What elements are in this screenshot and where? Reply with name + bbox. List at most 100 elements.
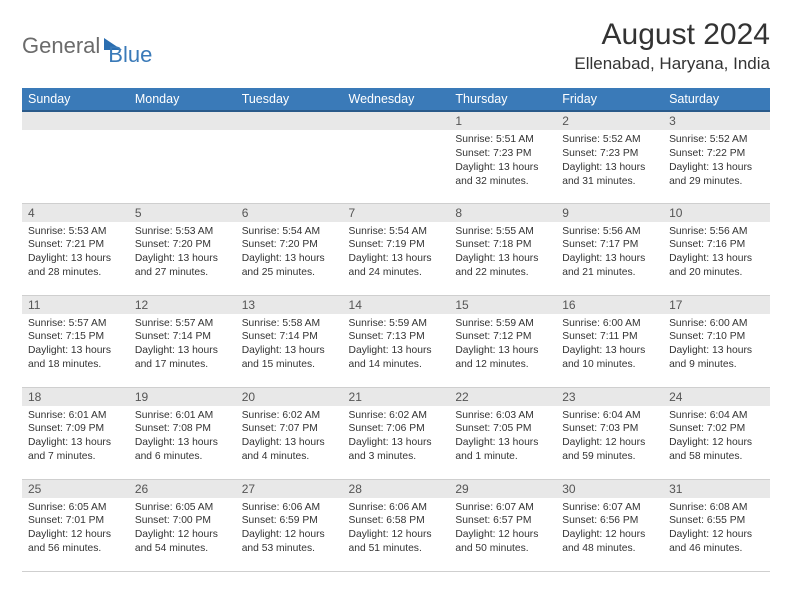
calendar-cell: 7Sunrise: 5:54 AMSunset: 7:19 PMDaylight… <box>343 203 450 295</box>
calendar-cell: 1Sunrise: 5:51 AMSunset: 7:23 PMDaylight… <box>449 111 556 203</box>
calendar-cell: 28Sunrise: 6:06 AMSunset: 6:58 PMDayligh… <box>343 479 450 571</box>
day-number: 17 <box>663 296 770 314</box>
day-number-empty <box>343 112 450 130</box>
day-body: Sunrise: 6:01 AMSunset: 7:09 PMDaylight:… <box>22 406 129 469</box>
day-body: Sunrise: 5:52 AMSunset: 7:22 PMDaylight:… <box>663 130 770 193</box>
day-header: Friday <box>556 88 663 111</box>
calendar-week-row: 11Sunrise: 5:57 AMSunset: 7:15 PMDayligh… <box>22 295 770 387</box>
day-number: 19 <box>129 388 236 406</box>
day-body: Sunrise: 6:08 AMSunset: 6:55 PMDaylight:… <box>663 498 770 561</box>
day-number: 1 <box>449 112 556 130</box>
calendar-table: Sunday Monday Tuesday Wednesday Thursday… <box>22 88 770 572</box>
day-number: 9 <box>556 204 663 222</box>
day-body: Sunrise: 6:04 AMSunset: 7:03 PMDaylight:… <box>556 406 663 469</box>
day-body: Sunrise: 6:00 AMSunset: 7:10 PMDaylight:… <box>663 314 770 377</box>
calendar-cell: 27Sunrise: 6:06 AMSunset: 6:59 PMDayligh… <box>236 479 343 571</box>
calendar-cell: 26Sunrise: 6:05 AMSunset: 7:00 PMDayligh… <box>129 479 236 571</box>
calendar-cell: 3Sunrise: 5:52 AMSunset: 7:22 PMDaylight… <box>663 111 770 203</box>
day-body: Sunrise: 5:52 AMSunset: 7:23 PMDaylight:… <box>556 130 663 193</box>
day-number: 22 <box>449 388 556 406</box>
day-number: 6 <box>236 204 343 222</box>
day-body: Sunrise: 6:07 AMSunset: 6:57 PMDaylight:… <box>449 498 556 561</box>
calendar-cell: 15Sunrise: 5:59 AMSunset: 7:12 PMDayligh… <box>449 295 556 387</box>
day-number: 11 <box>22 296 129 314</box>
day-body: Sunrise: 6:01 AMSunset: 7:08 PMDaylight:… <box>129 406 236 469</box>
day-number: 31 <box>663 480 770 498</box>
calendar-cell: 18Sunrise: 6:01 AMSunset: 7:09 PMDayligh… <box>22 387 129 479</box>
day-header: Wednesday <box>343 88 450 111</box>
calendar-cell <box>22 111 129 203</box>
day-body: Sunrise: 6:03 AMSunset: 7:05 PMDaylight:… <box>449 406 556 469</box>
calendar-cell: 10Sunrise: 5:56 AMSunset: 7:16 PMDayligh… <box>663 203 770 295</box>
day-body: Sunrise: 6:06 AMSunset: 6:59 PMDaylight:… <box>236 498 343 561</box>
day-number: 30 <box>556 480 663 498</box>
calendar-cell: 30Sunrise: 6:07 AMSunset: 6:56 PMDayligh… <box>556 479 663 571</box>
calendar-week-row: 4Sunrise: 5:53 AMSunset: 7:21 PMDaylight… <box>22 203 770 295</box>
day-body: Sunrise: 5:58 AMSunset: 7:14 PMDaylight:… <box>236 314 343 377</box>
calendar-cell: 16Sunrise: 6:00 AMSunset: 7:11 PMDayligh… <box>556 295 663 387</box>
day-number: 16 <box>556 296 663 314</box>
calendar-cell <box>129 111 236 203</box>
day-header-row: Sunday Monday Tuesday Wednesday Thursday… <box>22 88 770 111</box>
calendar-cell: 20Sunrise: 6:02 AMSunset: 7:07 PMDayligh… <box>236 387 343 479</box>
day-number: 18 <box>22 388 129 406</box>
day-body: Sunrise: 5:59 AMSunset: 7:13 PMDaylight:… <box>343 314 450 377</box>
day-number: 14 <box>343 296 450 314</box>
day-body: Sunrise: 5:57 AMSunset: 7:15 PMDaylight:… <box>22 314 129 377</box>
calendar-cell: 19Sunrise: 6:01 AMSunset: 7:08 PMDayligh… <box>129 387 236 479</box>
day-number: 29 <box>449 480 556 498</box>
calendar-week-row: 18Sunrise: 6:01 AMSunset: 7:09 PMDayligh… <box>22 387 770 479</box>
calendar-cell: 14Sunrise: 5:59 AMSunset: 7:13 PMDayligh… <box>343 295 450 387</box>
calendar-cell <box>343 111 450 203</box>
logo-text-general: General <box>22 33 100 59</box>
day-header: Tuesday <box>236 88 343 111</box>
day-number: 5 <box>129 204 236 222</box>
calendar-week-row: 1Sunrise: 5:51 AMSunset: 7:23 PMDaylight… <box>22 111 770 203</box>
calendar-cell: 31Sunrise: 6:08 AMSunset: 6:55 PMDayligh… <box>663 479 770 571</box>
day-body: Sunrise: 5:51 AMSunset: 7:23 PMDaylight:… <box>449 130 556 193</box>
logo: General Blue <box>22 24 152 68</box>
day-number: 26 <box>129 480 236 498</box>
day-body: Sunrise: 6:05 AMSunset: 7:01 PMDaylight:… <box>22 498 129 561</box>
calendar-cell: 13Sunrise: 5:58 AMSunset: 7:14 PMDayligh… <box>236 295 343 387</box>
day-number: 15 <box>449 296 556 314</box>
day-body: Sunrise: 5:54 AMSunset: 7:20 PMDaylight:… <box>236 222 343 285</box>
day-body: Sunrise: 6:00 AMSunset: 7:11 PMDaylight:… <box>556 314 663 377</box>
day-body: Sunrise: 5:53 AMSunset: 7:20 PMDaylight:… <box>129 222 236 285</box>
day-body: Sunrise: 5:57 AMSunset: 7:14 PMDaylight:… <box>129 314 236 377</box>
calendar-cell: 6Sunrise: 5:54 AMSunset: 7:20 PMDaylight… <box>236 203 343 295</box>
day-number: 23 <box>556 388 663 406</box>
day-number: 27 <box>236 480 343 498</box>
day-number: 2 <box>556 112 663 130</box>
day-body: Sunrise: 5:55 AMSunset: 7:18 PMDaylight:… <box>449 222 556 285</box>
calendar-cell: 12Sunrise: 5:57 AMSunset: 7:14 PMDayligh… <box>129 295 236 387</box>
day-number-empty <box>22 112 129 130</box>
month-title: August 2024 <box>574 18 770 52</box>
calendar-cell <box>236 111 343 203</box>
calendar-cell: 21Sunrise: 6:02 AMSunset: 7:06 PMDayligh… <box>343 387 450 479</box>
calendar-cell: 11Sunrise: 5:57 AMSunset: 7:15 PMDayligh… <box>22 295 129 387</box>
day-number: 12 <box>129 296 236 314</box>
day-number-empty <box>129 112 236 130</box>
day-number: 28 <box>343 480 450 498</box>
calendar-cell: 25Sunrise: 6:05 AMSunset: 7:01 PMDayligh… <box>22 479 129 571</box>
day-header: Sunday <box>22 88 129 111</box>
calendar-cell: 8Sunrise: 5:55 AMSunset: 7:18 PMDaylight… <box>449 203 556 295</box>
day-number: 4 <box>22 204 129 222</box>
calendar-cell: 5Sunrise: 5:53 AMSunset: 7:20 PMDaylight… <box>129 203 236 295</box>
calendar-cell: 17Sunrise: 6:00 AMSunset: 7:10 PMDayligh… <box>663 295 770 387</box>
day-number: 3 <box>663 112 770 130</box>
day-body: Sunrise: 6:02 AMSunset: 7:07 PMDaylight:… <box>236 406 343 469</box>
day-body: Sunrise: 5:56 AMSunset: 7:16 PMDaylight:… <box>663 222 770 285</box>
logo-text-blue: Blue <box>108 42 152 68</box>
calendar-cell: 29Sunrise: 6:07 AMSunset: 6:57 PMDayligh… <box>449 479 556 571</box>
day-body: Sunrise: 6:05 AMSunset: 7:00 PMDaylight:… <box>129 498 236 561</box>
day-number-empty <box>236 112 343 130</box>
day-header: Saturday <box>663 88 770 111</box>
day-header: Thursday <box>449 88 556 111</box>
day-number: 7 <box>343 204 450 222</box>
day-body: Sunrise: 6:02 AMSunset: 7:06 PMDaylight:… <box>343 406 450 469</box>
day-body: Sunrise: 6:06 AMSunset: 6:58 PMDaylight:… <box>343 498 450 561</box>
day-body: Sunrise: 5:53 AMSunset: 7:21 PMDaylight:… <box>22 222 129 285</box>
day-number: 20 <box>236 388 343 406</box>
